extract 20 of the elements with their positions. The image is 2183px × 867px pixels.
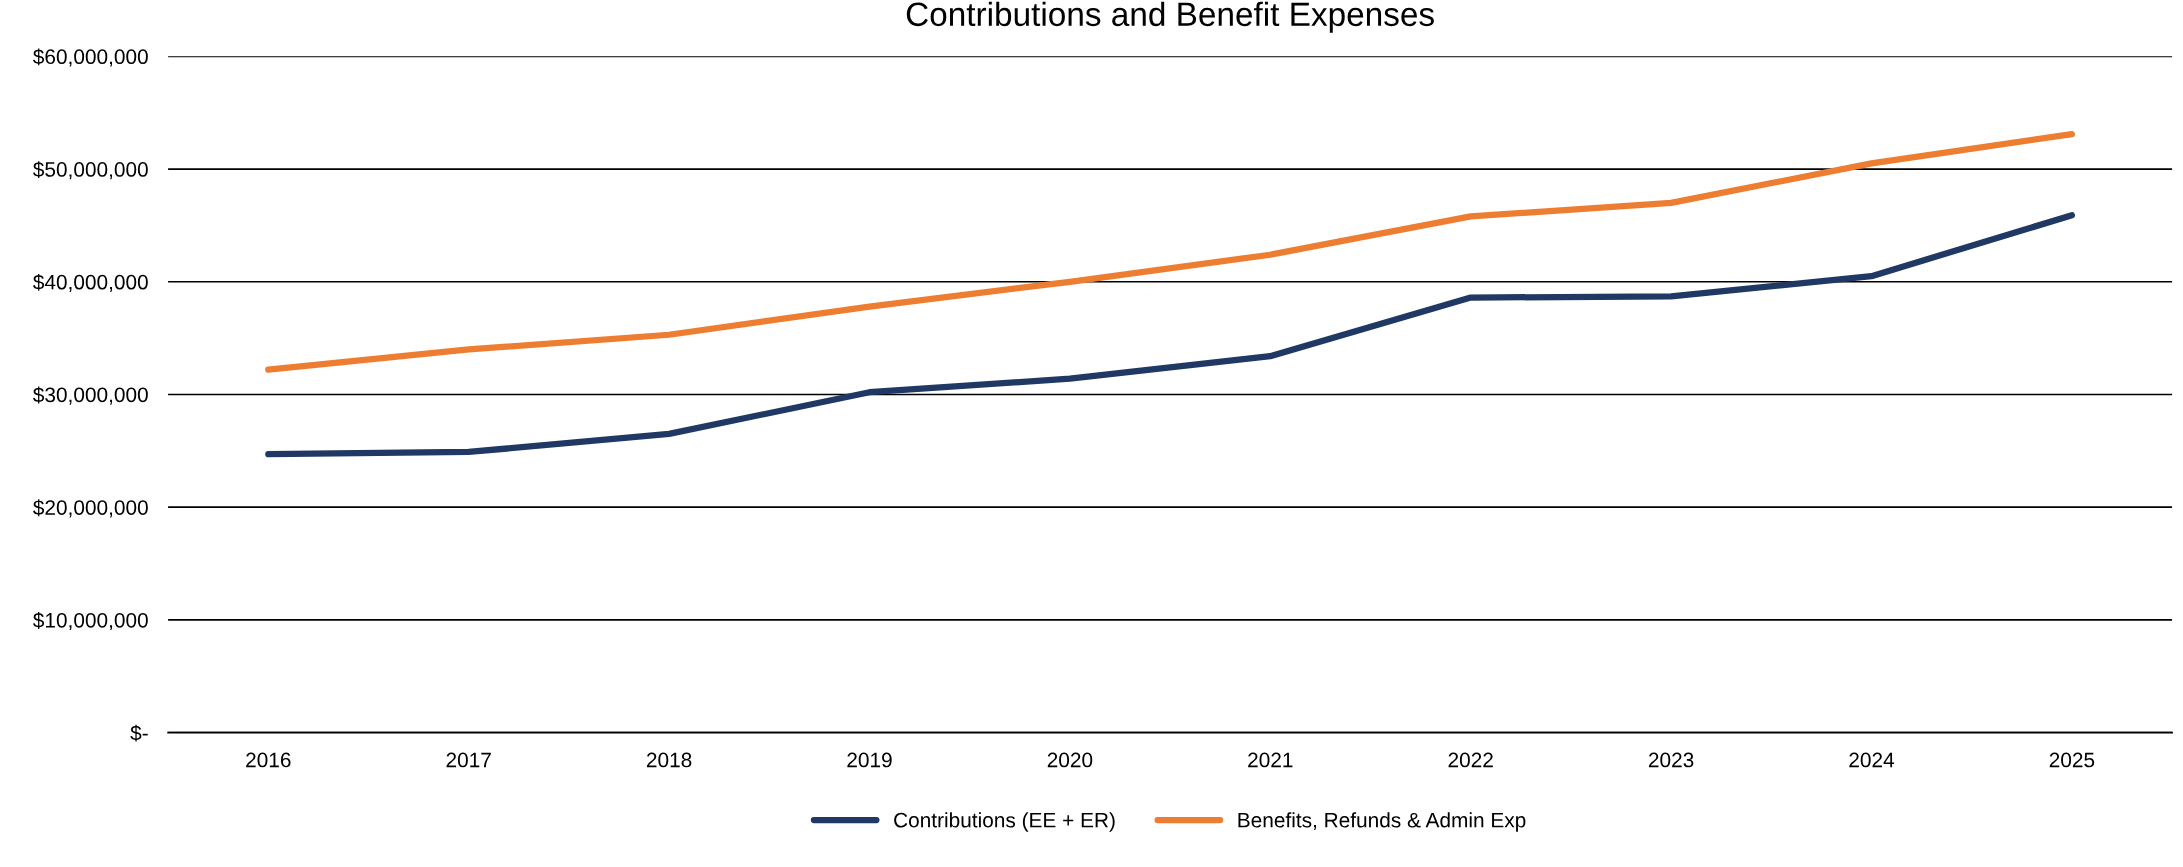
x-tick-label: 2022 [1448, 752, 1493, 768]
x-tick-label: 2019 [847, 752, 892, 768]
y-tick-label: $30,000,000 [33, 386, 148, 405]
y-tick-label: $60,000,000 [33, 48, 148, 67]
y-tick-label: $40,000,000 [33, 273, 148, 292]
chart-title: Contributions and Benefit Expenses [906, 1, 1434, 33]
x-tick-label: 2020 [1047, 752, 1093, 768]
legend-label: Contributions (EE + ER) [894, 812, 1115, 832]
x-tick-label: 2018 [646, 752, 692, 768]
y-tick-label: $- [130, 724, 148, 742]
x-tick-label: 2024 [1849, 752, 1895, 768]
legend-label: Benefits, Refunds & Admin Exp [1238, 812, 1526, 832]
y-tick-label: $50,000,000 [33, 161, 148, 180]
y-tick-label: $20,000,000 [33, 499, 148, 518]
x-tick-label: 2016 [246, 752, 291, 768]
x-tick-label: 2023 [1648, 752, 1694, 768]
y-tick-label: $10,000,000 [33, 612, 148, 631]
x-tick-label: 2025 [2049, 752, 2095, 768]
x-tick-label: 2021 [1248, 752, 1293, 768]
x-tick-label: 2017 [446, 752, 491, 768]
